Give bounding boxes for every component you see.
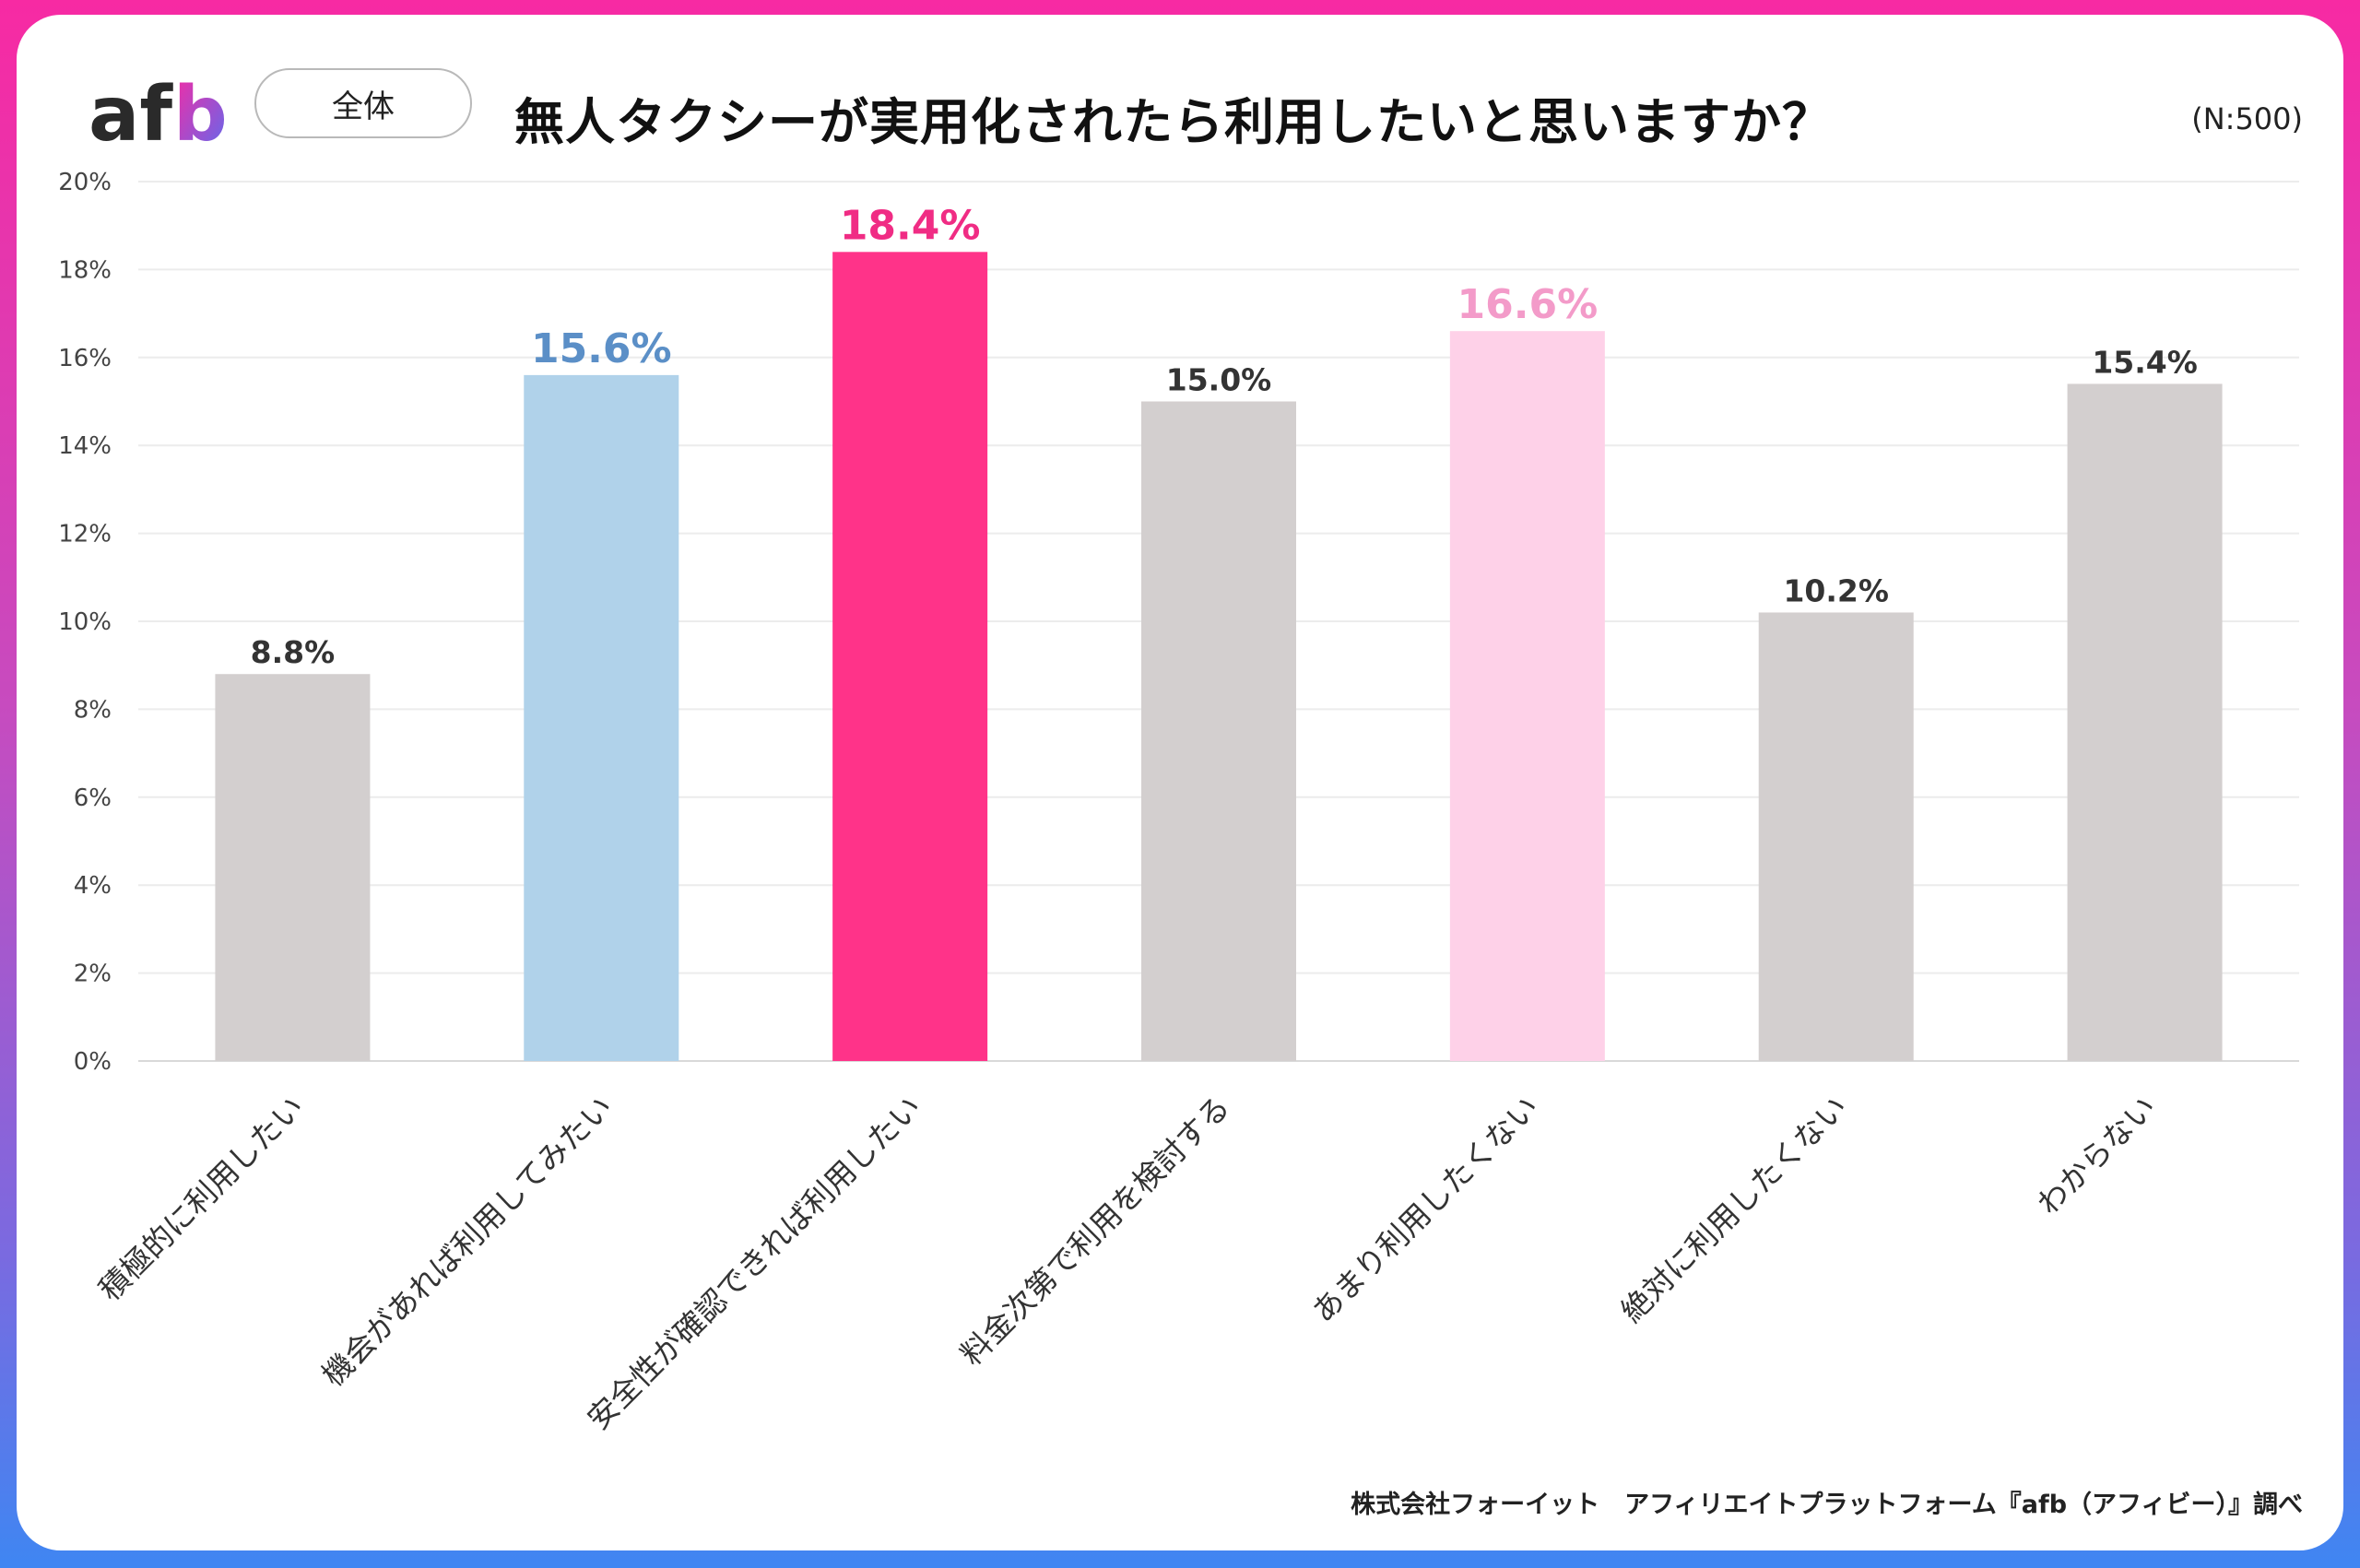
y-tick-label: 18% (58, 256, 112, 284)
bar (1449, 331, 1605, 1061)
y-tick-label: 16% (58, 345, 112, 372)
y-tick-label: 12% (58, 521, 112, 548)
chart-card: af b 全体 無人タクシーが実用化されたら利用したいと思いますか？ (N:50… (17, 15, 2343, 1550)
source-credit: 株式会社フォーイット アフィリエイトプラットフォーム『afb（アフィビー）』調べ (1351, 1491, 2303, 1519)
bar (1141, 401, 1296, 1061)
value-label: 8.8% (251, 634, 336, 670)
value-labels: 8.8% 15.6% 18.4% 15.0% 16.6% 10.2% 15.4% (251, 202, 2198, 670)
bar (2067, 383, 2223, 1061)
value-label: 16.6% (1457, 281, 1599, 328)
y-tick-label: 4% (74, 872, 112, 900)
bar-chart: 0% 2% 4% 6% 8% 10% 12% 14% 16% 18% 20% 8.8% 15.6% 18… (58, 169, 2299, 1437)
value-label: 15.4% (2092, 344, 2198, 380)
category-label: わからない (2030, 1089, 2163, 1221)
svg-text:af: af (88, 71, 173, 157)
y-tick-label: 6% (74, 784, 112, 812)
y-tick-label: 14% (58, 432, 112, 460)
bar (524, 374, 679, 1061)
sample-size: (N:500) (2191, 101, 2303, 136)
category-label: あまり利用したくない (1305, 1089, 1546, 1329)
bar (1758, 612, 1914, 1061)
category-label: 積極的に利用したい (91, 1089, 311, 1308)
scope-badge: 全体 (254, 68, 472, 138)
value-label: 15.0% (1166, 362, 1272, 398)
category-label: 安全性が確認できれば利用したい (580, 1089, 928, 1437)
value-label: 18.4% (840, 202, 981, 249)
bar (832, 252, 988, 1061)
bar (215, 674, 371, 1061)
category-label: 機会があれば利用してみたい (315, 1089, 620, 1393)
value-label: 15.6% (531, 325, 672, 372)
category-label: 料金次第で利用を検討する (953, 1089, 1237, 1373)
afb-logo: af b (88, 71, 228, 157)
y-tick-label: 20% (58, 169, 112, 196)
y-tick-label: 0% (74, 1048, 112, 1076)
chart-title: 無人タクシーが実用化されたら利用したいと思いますか？ (514, 93, 1833, 151)
y-tick-label: 8% (74, 696, 112, 724)
category-label: 絶対に利用したくない (1613, 1089, 1854, 1329)
bars (215, 252, 2223, 1061)
y-tick-label: 2% (74, 961, 112, 988)
y-tick-label: 10% (58, 608, 112, 636)
value-label: 10.2% (1783, 572, 1889, 608)
svg-text:b: b (173, 71, 228, 157)
